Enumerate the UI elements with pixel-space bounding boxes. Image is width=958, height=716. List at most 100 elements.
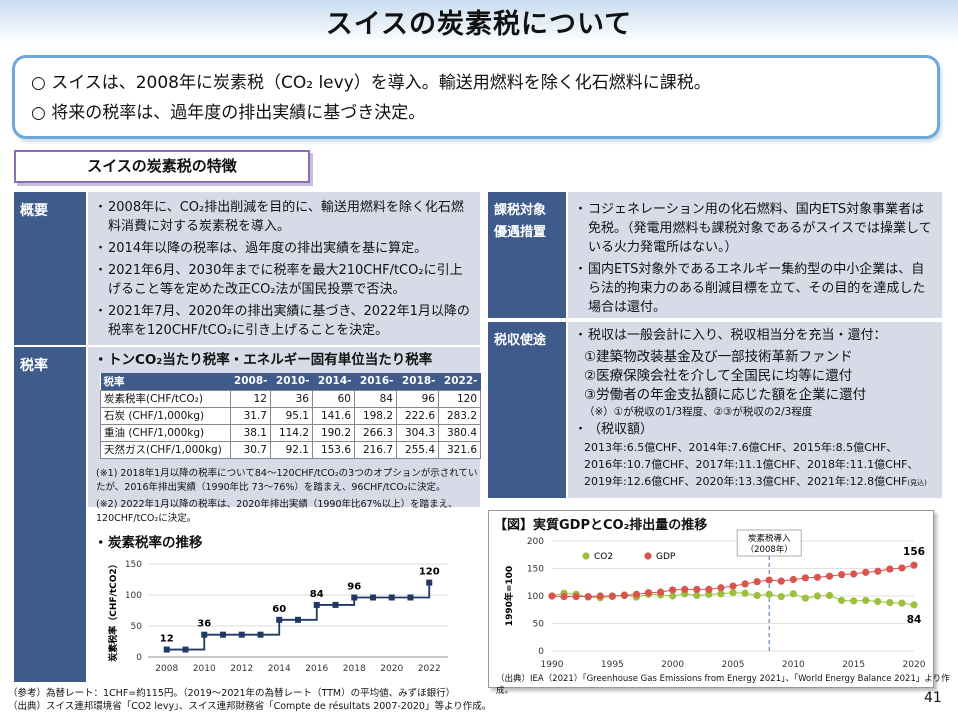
table-header: 2022- — [438, 373, 481, 390]
rate-point — [407, 594, 414, 601]
series-point-gdp — [644, 589, 653, 597]
x-tick-label: 2018 — [343, 664, 366, 674]
table-row: 天然ガス(CHF/1,000kg) 30.7 92.1 153.6 216.7 … — [100, 440, 481, 459]
x-tick-label: 2020 — [903, 660, 926, 670]
series-point-gdp — [729, 582, 737, 590]
gdp-co2-chart: 0 50 100 150 200 1990 1995 2000 2005 2010 2015 2020… — [503, 529, 926, 670]
series-point-gdp — [777, 577, 785, 585]
annotation-text: 炭素税導入 — [748, 533, 791, 544]
legend-marker — [582, 552, 590, 560]
exemption-label-line-2: 優遇措置 — [494, 225, 547, 240]
exemption-body: コジェネレーション用の化石燃料、国内ETS対象事業者は免税。（発電用燃料も課税対… — [568, 192, 942, 318]
revenue-use: ③労働者の年金支払額に応じた額を企業に還付 — [584, 387, 867, 403]
table-cell: 283.2 — [438, 406, 481, 425]
series-point-gdp — [850, 570, 858, 578]
table-cell: 153.6 — [312, 440, 355, 459]
series-point-gdp — [886, 565, 894, 573]
series-point-gdp — [632, 590, 641, 598]
series-point-co2 — [693, 591, 701, 600]
x-tick-label: 2010 — [782, 660, 805, 670]
series-point-gdp — [657, 588, 665, 596]
revenue-intro: 税収は一般会計に入り、税収相当分を充当・還付： — [574, 326, 934, 345]
summary-line-1: ○ スイスは、2008年に炭素税（CO₂ levy）を導入。輸送用燃料を除く化石… — [31, 73, 711, 93]
table-row: 石炭 (CHF/1,000kg) 31.7 95.1 141.6 198.2 2… — [100, 406, 481, 425]
series-point-gdp — [813, 573, 822, 581]
table-row: 炭素税率(CHF/tCO₂) 12 36 60 84 96 120 — [100, 389, 481, 408]
series-point-gdp — [765, 576, 773, 584]
rate-point — [332, 601, 339, 608]
rate-point — [295, 616, 301, 623]
table-cell: 12 — [230, 389, 271, 408]
annotation-box — [736, 529, 802, 557]
rates-note-1: (※1) 2018年1月以降の税率について84～120CHF/tCO₂の3つのオ… — [96, 468, 478, 493]
table-cell: 321.6 — [438, 440, 481, 459]
table-cell: 38.1 — [230, 423, 271, 442]
data-label: 84 — [310, 589, 324, 600]
y-axis-label: 炭素税率（CHF/tCO2） — [107, 559, 119, 661]
estimate-tag: (見込) — [907, 479, 927, 487]
legend-marker — [644, 552, 652, 560]
revenue-share-note: （※）①が税収の1/3程度、②③が税収の2/3程度 — [584, 406, 813, 418]
series-point-gdp — [741, 580, 749, 588]
revenue-amount-line: 2013年:6.5億CHF、2014年:7.6億CHF、2015年:8.5億CH… — [584, 441, 898, 454]
series-point-co2 — [850, 597, 858, 605]
series-point-gdp — [693, 585, 701, 593]
series-point-gdp — [717, 584, 725, 592]
x-tick-label: 2022 — [418, 664, 441, 674]
series-point-gdp — [874, 567, 882, 575]
series-point-co2 — [898, 599, 906, 607]
gdp-co2-chart-title: 【図】実質GDPとCO₂排出量の推移 — [494, 518, 708, 533]
overview-item: 2021年6月、2030年までに税率を最大210CHF/tCO₂に引上げること等… — [94, 261, 472, 299]
rate-table: 税率 2008- 2010- 2014- 2016- 2018- 2022- 炭… — [100, 373, 481, 459]
series-point-co2 — [886, 599, 894, 607]
table-cell: 198.2 — [354, 406, 397, 425]
series-point-gdp — [862, 568, 870, 576]
x-tick-label: 2005 — [722, 660, 745, 670]
page-title: スイスの炭素税について — [325, 9, 633, 40]
series-point-co2 — [777, 592, 785, 601]
exemption-item: コジェネレーション用の化石燃料、国内ETS対象事業者は免税。（発電用燃料も課税対… — [574, 200, 934, 257]
rate-table-header: 税率 2008- 2010- 2014- 2016- 2018- 2022- — [100, 373, 481, 390]
rate-point — [276, 616, 283, 623]
table-header: 税率 — [100, 373, 231, 390]
data-label: 12 — [160, 634, 174, 645]
series-point-gdp — [753, 578, 761, 586]
overview-item: 2021年7月、2020年の排出実績に基づき、2022年1月以降の税率を120C… — [94, 302, 472, 340]
exemption-item: 国内ETS対象外であるエネルギー集約型の中小企業は、自ら法的拘束力のある削減目標… — [574, 260, 934, 317]
series-point-co2 — [874, 597, 882, 606]
features-heading: スイスの炭素税の特徴 — [14, 150, 310, 183]
overview-item: 2008年に、CO₂排出削減を目的に、輸送用燃料を除く化石燃料消費に対する炭素税… — [94, 198, 472, 236]
overview-body: 2008年に、CO₂排出削減を目的に、輸送用燃料を除く化石燃料消費に対する炭素税… — [88, 192, 480, 345]
series-point-co2 — [813, 592, 822, 600]
rate-point — [313, 601, 320, 608]
series-point-gdp — [620, 591, 628, 600]
footer-line-2: （出典）スイス連邦環境省「CO2 levy」、スイス連邦財務省「Compte d… — [8, 701, 492, 712]
end-label-co2: 84 — [907, 614, 922, 626]
summary-line-2: ○ 将来の税率は、過年度の排出実績に基づき決定。 — [31, 103, 426, 123]
table-cell: 84 — [354, 389, 397, 408]
series-point-gdp — [584, 592, 592, 601]
data-label: 36 — [197, 619, 211, 630]
table-header: 2014- — [312, 373, 355, 390]
x-tick-label: 2010 — [193, 664, 216, 674]
table-header: 2018- — [396, 373, 439, 390]
rate-point — [201, 631, 208, 638]
rate-point — [238, 631, 245, 638]
x-tick-label: 2020 — [380, 664, 403, 674]
rate-line — [166, 582, 431, 651]
table-cell: 天然ガス(CHF/1,000kg) — [100, 440, 231, 459]
footer-line-1: （参考）為替レート：1CHF=約115円。（2019～2021年の為替レート（T… — [8, 688, 456, 699]
x-tick-label: 2014 — [268, 664, 291, 674]
table-cell: 31.7 — [230, 406, 271, 425]
x-tick-label: 2012 — [230, 664, 253, 674]
y-tick-label: 50 — [131, 622, 143, 632]
y-tick-label: 100 — [125, 591, 142, 601]
table-cell: 255.4 — [396, 440, 439, 459]
y-axis-label: 1990年=100 — [503, 566, 515, 626]
table-cell: 重油 (CHF/1,000kg) — [100, 423, 231, 442]
rates-label: 税率 — [14, 347, 86, 682]
series-point-gdp — [838, 570, 846, 579]
revenue-use: ①建築物改装基金及び一部技術革新ファンド — [584, 349, 853, 365]
table-cell: 92.1 — [270, 440, 313, 459]
series-point-co2 — [717, 590, 725, 598]
